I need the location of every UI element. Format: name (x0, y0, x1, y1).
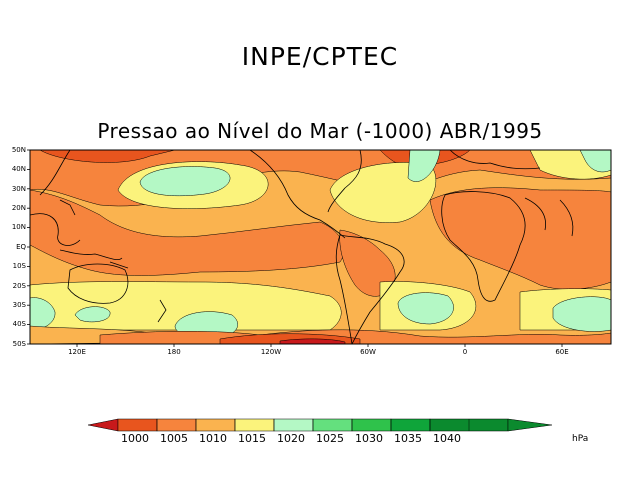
field-africa-asia-low (429, 187, 611, 290)
lat-label: 20N (11, 204, 26, 212)
coastline-asia (30, 150, 81, 246)
colorbar-segment-3 (195, 418, 236, 432)
colorbar-label: 1015 (238, 432, 266, 445)
lon-label: 60W (360, 348, 376, 356)
coastline-europe (449, 150, 541, 170)
lat-label: 50N (11, 146, 26, 154)
lat-label: 40S (12, 320, 26, 328)
colorbar-segment-7 (351, 418, 392, 432)
colorbar-arrow-high (507, 418, 553, 432)
colorbar-label: 1030 (355, 432, 383, 445)
colorbar-unit: hPa (572, 434, 589, 444)
colorbar-label: 1010 (199, 432, 227, 445)
coastline-arabia-india (524, 197, 574, 237)
lat-label: 50S (12, 340, 26, 348)
colorbar-segment-4 (234, 418, 275, 432)
coastline-africa (441, 191, 526, 302)
field-south-indian-high-core (552, 296, 611, 332)
colorbar-segment-5 (273, 418, 314, 432)
field-australia-high-core (74, 306, 111, 323)
coastlines (30, 150, 574, 344)
lon-label: 180 (167, 348, 181, 356)
field-southern-ocean-below-1000 (279, 338, 346, 344)
map-title: Pressao ao Nível do Mar (-1000) ABR/1995 (97, 119, 543, 143)
lon-label: 0 (462, 348, 468, 356)
coastline-indonesia (59, 249, 129, 269)
lon-label: 120E (68, 348, 86, 356)
colorbar-arrow-low (87, 418, 119, 432)
field-south-atlantic-high-core (397, 292, 454, 325)
lat-label: 20S (12, 282, 26, 290)
lat-label: 10N (11, 223, 26, 231)
lat-label: 40N (11, 165, 26, 173)
colorbar-segment-6 (312, 418, 353, 432)
lon-label: 60E (555, 348, 569, 356)
colorbar-label: 1035 (394, 432, 422, 445)
colorbar-label: 1020 (277, 432, 305, 445)
coastline-south-america (335, 234, 405, 344)
colorbar-segment-1 (117, 418, 158, 432)
colorbar-label: 1040 (433, 432, 461, 445)
lat-ticks (27, 149, 30, 345)
colorbar (87, 418, 553, 432)
lon-label: 120W (260, 348, 282, 356)
lat-label: 30S (12, 301, 26, 309)
colorbar-segment-2 (156, 418, 197, 432)
lat-label: 10S (12, 262, 26, 270)
field-north-deep-low (30, 150, 176, 163)
coastline-new-zealand (157, 299, 167, 323)
field-pacific-high-core (139, 166, 231, 197)
lat-label: 30N (11, 185, 26, 193)
coastline-north-america (249, 150, 362, 239)
colorbar-label: 1000 (121, 432, 149, 445)
lon-ticks (76, 344, 563, 347)
colorbar-label: 1025 (316, 432, 344, 445)
lat-label: EQ (16, 243, 26, 251)
coastline-australia (67, 263, 129, 304)
colorbar-label: 1005 (160, 432, 188, 445)
colorbar-segment-8 (390, 418, 431, 432)
pressure-field (30, 150, 611, 344)
org-header: INPE/CPTEC (241, 42, 399, 71)
